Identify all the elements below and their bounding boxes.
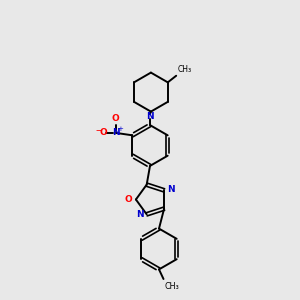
Text: N: N <box>112 128 119 137</box>
Text: N: N <box>136 210 144 219</box>
Text: +: + <box>117 126 123 132</box>
Text: N: N <box>146 112 154 121</box>
Text: O: O <box>124 195 132 204</box>
Text: N: N <box>167 185 175 194</box>
Text: CH₃: CH₃ <box>177 65 191 74</box>
Text: –: – <box>96 125 101 135</box>
Text: O: O <box>112 114 120 123</box>
Text: O: O <box>99 128 107 137</box>
Text: CH₃: CH₃ <box>164 282 179 291</box>
